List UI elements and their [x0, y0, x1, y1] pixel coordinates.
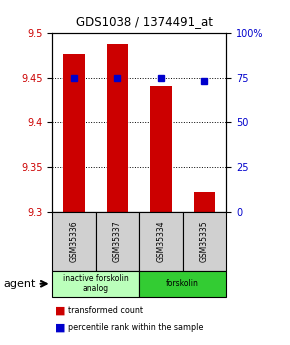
Bar [63, 54, 85, 212]
Text: inactive forskolin
analog: inactive forskolin analog [63, 274, 128, 294]
Text: percentile rank within the sample: percentile rank within the sample [68, 323, 204, 332]
Bar [107, 43, 128, 212]
Text: agent: agent [3, 279, 35, 289]
Text: GSM35335: GSM35335 [200, 221, 209, 262]
Bar [194, 193, 215, 212]
Text: GDS1038 / 1374491_at: GDS1038 / 1374491_at [77, 16, 213, 29]
Text: ■: ■ [55, 306, 66, 315]
Text: GSM35337: GSM35337 [113, 221, 122, 262]
Text: ■: ■ [55, 323, 66, 333]
Text: forskolin: forskolin [166, 279, 199, 288]
Text: transformed count: transformed count [68, 306, 143, 315]
Text: GSM35336: GSM35336 [69, 221, 79, 262]
Bar [150, 86, 172, 212]
Text: GSM35334: GSM35334 [156, 221, 166, 262]
